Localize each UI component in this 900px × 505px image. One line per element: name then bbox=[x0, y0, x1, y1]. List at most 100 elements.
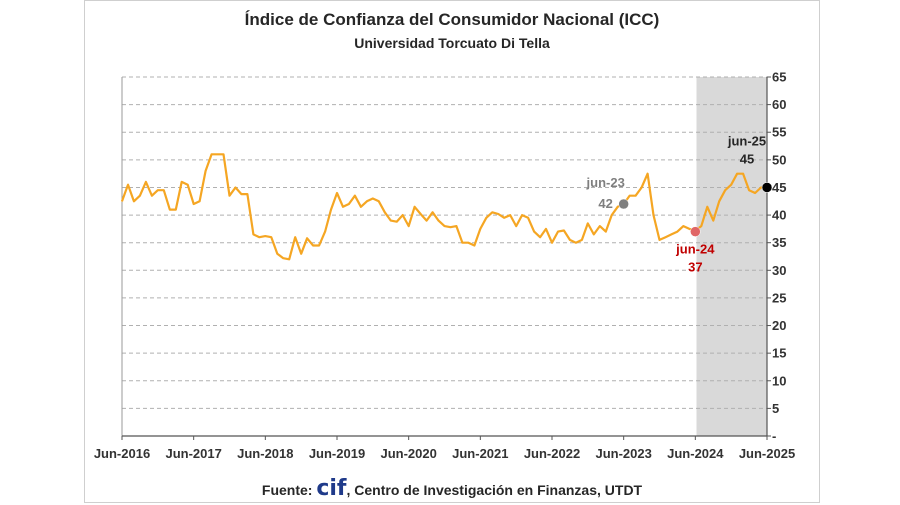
data-point bbox=[420, 213, 422, 215]
data-point bbox=[264, 235, 266, 237]
data-point bbox=[575, 242, 577, 244]
data-point bbox=[234, 186, 237, 189]
data-point bbox=[157, 189, 159, 191]
data-point bbox=[396, 221, 398, 223]
data-point bbox=[754, 192, 756, 194]
y-tick-label: 25 bbox=[772, 290, 786, 305]
data-point bbox=[682, 225, 684, 227]
data-point bbox=[521, 214, 523, 216]
data-point bbox=[199, 200, 201, 202]
data-point bbox=[760, 186, 762, 189]
data-point bbox=[652, 214, 655, 216]
data-point bbox=[587, 222, 589, 224]
data-point bbox=[324, 231, 326, 233]
annotation-marker bbox=[761, 182, 773, 193]
series-line bbox=[120, 153, 767, 261]
data-point bbox=[258, 236, 260, 238]
data-point bbox=[252, 233, 254, 236]
data-point bbox=[700, 225, 702, 227]
data-point bbox=[193, 203, 195, 205]
y-tick-label: 65 bbox=[772, 70, 786, 85]
source-note: Fuente: cif, Centro de Investigación en … bbox=[84, 476, 820, 501]
source-text: , Centro de Investigación en Finanzas, U… bbox=[346, 482, 643, 498]
data-point bbox=[390, 220, 392, 222]
data-point bbox=[712, 220, 714, 222]
data-point bbox=[605, 231, 607, 233]
data-point bbox=[354, 195, 356, 197]
y-tick-label: 40 bbox=[772, 208, 786, 223]
data-point bbox=[300, 253, 302, 255]
data-point bbox=[222, 153, 225, 155]
data-point bbox=[228, 195, 231, 197]
data-point bbox=[151, 195, 153, 197]
cif-logo: cif bbox=[316, 476, 347, 501]
x-tick-label: Jun-2023 bbox=[595, 446, 651, 461]
data-point bbox=[175, 208, 177, 211]
y-tick-label: - bbox=[772, 429, 776, 444]
y-tick-label: 10 bbox=[772, 373, 786, 388]
data-point bbox=[527, 217, 529, 219]
data-point bbox=[246, 193, 249, 195]
y-tick-label: 15 bbox=[772, 346, 786, 361]
data-point bbox=[599, 225, 601, 227]
x-tick-label: Jun-2016 bbox=[94, 446, 150, 461]
data-point bbox=[187, 184, 189, 186]
data-point bbox=[318, 244, 320, 247]
data-point bbox=[366, 200, 368, 202]
data-point bbox=[563, 229, 565, 232]
data-point bbox=[276, 253, 278, 255]
data-point bbox=[408, 225, 410, 227]
y-tick-label: 20 bbox=[772, 318, 786, 333]
data-point bbox=[533, 231, 535, 233]
data-point bbox=[431, 211, 434, 213]
annotation-value: 37 bbox=[688, 260, 702, 275]
x-tick-label: Jun-2025 bbox=[739, 446, 795, 461]
data-point bbox=[378, 200, 380, 202]
data-point bbox=[121, 200, 123, 202]
data-point bbox=[163, 189, 165, 191]
x-tick-label: Jun-2018 bbox=[237, 446, 293, 461]
y-tick-label: 45 bbox=[772, 180, 786, 195]
shaded-region bbox=[696, 77, 767, 436]
data-point bbox=[706, 206, 708, 208]
data-point bbox=[497, 213, 499, 215]
data-point bbox=[455, 225, 458, 227]
data-point bbox=[611, 214, 613, 216]
data-point bbox=[306, 237, 308, 239]
data-point bbox=[330, 208, 332, 211]
data-point bbox=[437, 220, 440, 222]
data-point bbox=[372, 197, 374, 200]
chart-subtitle: Universidad Torcuato Di Tella bbox=[354, 35, 550, 51]
annotation-value: 42 bbox=[598, 196, 612, 211]
data-point bbox=[414, 206, 416, 208]
data-point bbox=[288, 258, 290, 260]
data-point bbox=[557, 231, 559, 233]
data-point bbox=[569, 239, 571, 241]
annotation-marker bbox=[618, 198, 629, 210]
data-point bbox=[503, 217, 505, 219]
data-point bbox=[342, 206, 344, 208]
chart-title: Índice de Confianza del Consumidor Nacio… bbox=[244, 10, 660, 29]
annotation-label: jun-25 bbox=[727, 133, 766, 148]
data-point bbox=[629, 195, 631, 197]
data-point bbox=[360, 206, 362, 208]
data-point bbox=[581, 239, 583, 241]
data-point bbox=[216, 153, 219, 155]
data-point bbox=[485, 217, 487, 219]
x-tick-label: Jun-2022 bbox=[524, 446, 580, 461]
x-tick-label: Jun-2024 bbox=[667, 446, 724, 461]
data-point bbox=[348, 203, 350, 205]
source-prefix: Fuente: bbox=[261, 482, 317, 498]
y-tick-label: 50 bbox=[772, 152, 786, 167]
data-point bbox=[473, 244, 475, 247]
annotation-label: jun-24 bbox=[675, 242, 715, 257]
data-point bbox=[133, 200, 135, 202]
data-point bbox=[402, 214, 404, 216]
data-point bbox=[491, 211, 493, 213]
data-point bbox=[205, 170, 207, 172]
data-point bbox=[688, 228, 690, 230]
x-tick-label: Jun-2019 bbox=[309, 446, 365, 461]
data-point bbox=[425, 220, 428, 222]
line-chart: - 5 10 15 20 25 30 35 40 45 50 55 60 65 Jun-2016 Jun-20… bbox=[94, 70, 795, 462]
y-tick-label: 60 bbox=[772, 97, 786, 112]
